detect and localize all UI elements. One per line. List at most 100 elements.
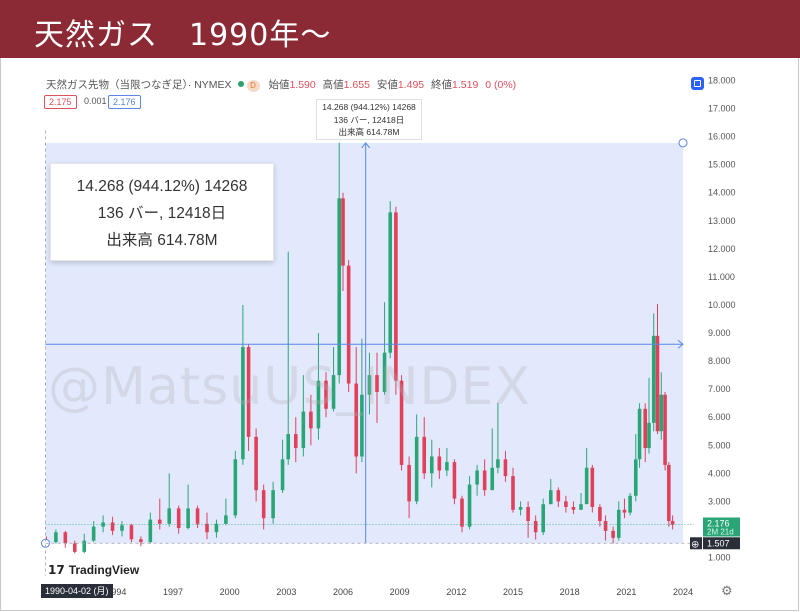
candle-body — [367, 375, 372, 395]
current-price-tag — [703, 517, 740, 537]
market-status-icon — [237, 81, 244, 87]
spread-value: 0.001 — [84, 96, 107, 106]
buy-price-box[interactable]: 2.176 — [108, 95, 141, 109]
y-tick-label: 11.000 — [708, 272, 735, 282]
sell-price-box[interactable]: 2.175 — [44, 95, 77, 109]
candle-body — [280, 459, 285, 491]
candle-body — [129, 525, 134, 540]
x-tick-label: 2003 — [276, 587, 296, 597]
candle-body — [475, 470, 479, 485]
measure-small-line3: 出来高 614.78M — [338, 127, 400, 137]
candle-body — [337, 198, 342, 376]
candle-body — [224, 515, 228, 524]
candle-body — [360, 394, 364, 457]
candle-body — [205, 523, 209, 533]
candle-body — [603, 521, 608, 531]
tradingview-logo[interactable]: 𝟭𝟳 TradingView — [48, 563, 139, 577]
measure-arrow-right-icon — [677, 339, 684, 349]
candle-body — [628, 495, 632, 513]
candle-body — [598, 506, 602, 522]
candle-body — [579, 504, 583, 510]
candle-body — [346, 265, 351, 384]
candle-body — [354, 383, 359, 457]
low-value: 1.495 — [397, 79, 425, 91]
candle-body — [286, 434, 291, 460]
x-tick-label: 2006 — [333, 587, 353, 597]
y-tick-label: 10.000 — [708, 300, 736, 310]
candle-body — [414, 436, 419, 502]
bar-countdown-label: 2M 21d — [707, 528, 734, 537]
candle-body — [316, 380, 321, 429]
y-tick-label: 16.000 — [708, 132, 736, 142]
y-tick-label: 5.000 — [708, 440, 731, 450]
x-tick-label: 2009 — [390, 587, 410, 597]
candle-body — [167, 508, 172, 524]
high-value: 1.655 — [343, 79, 370, 91]
measure-end-handle[interactable] — [678, 138, 688, 148]
candle-body — [663, 394, 667, 465]
y-tick-label: 17.000 — [708, 104, 736, 114]
candle-body — [490, 467, 495, 491]
chart-settings-button[interactable] — [691, 77, 704, 90]
x-tick-label: 1997 — [163, 587, 183, 597]
x-tick-label: 1994 — [106, 587, 126, 597]
y-tick-label: 14.000 — [708, 188, 736, 198]
candle-body — [195, 508, 200, 524]
candle-body — [341, 198, 345, 266]
candle-body — [437, 456, 442, 471]
open-value: 1.590 — [289, 79, 316, 91]
candle-body — [429, 456, 434, 474]
y-tick-label: 15.000 — [708, 160, 736, 170]
interval-badge: D — [246, 80, 260, 92]
candle-body — [110, 522, 115, 531]
candle-body — [526, 506, 530, 522]
candle-body — [301, 411, 306, 449]
candle-body — [564, 501, 568, 507]
tradingview-logo-icon: 𝟭𝟳 — [48, 563, 65, 577]
candle-body — [82, 540, 87, 552]
low-price-label: 1.507 — [707, 538, 730, 548]
candle-body — [309, 411, 313, 429]
page-title: 天然ガス 1990年〜 — [34, 18, 332, 53]
candle-body — [611, 530, 615, 538]
candle-body — [670, 521, 675, 525]
candle-body — [388, 212, 393, 353]
x-axis-labels: 1994 1997 2000 2003 2006 2009 2012 2015 2018 2021… — [106, 587, 693, 597]
low-label: 安値 — [376, 79, 398, 91]
candle-body — [139, 539, 143, 543]
close-value: 1.519 — [452, 79, 479, 91]
candle-body — [233, 459, 238, 516]
candle-body — [651, 335, 656, 423]
cursor-date-label: 1990-04-02 (月) — [41, 584, 113, 598]
symbol-name: 天然ガス先物（当限つなぎ足）· NYMEX — [46, 79, 232, 91]
candle-body — [622, 509, 627, 513]
candle-body — [655, 335, 660, 432]
x-tick-label: 2021 — [616, 587, 636, 597]
candle-body — [503, 459, 508, 477]
candle-body — [541, 504, 546, 533]
measure-small-line1: 14.268 (944.12%) 14268 — [322, 102, 416, 112]
candle-body — [241, 347, 245, 460]
candle-body — [452, 462, 457, 499]
candle-body — [590, 467, 595, 507]
x-tick-label: 2024 — [673, 587, 693, 597]
candle-body — [271, 490, 275, 519]
y-tick-label: 1.000 — [708, 553, 731, 563]
add-alert-button[interactable] — [690, 537, 702, 550]
y-tick-label: 4.000 — [708, 468, 731, 478]
measure-big-line3: 出来高 614.78M — [106, 232, 218, 249]
y-tick-label: 9.000 — [708, 328, 731, 338]
current-price-label: 2.176 — [707, 519, 730, 529]
y-tick-label: 7.000 — [708, 384, 731, 394]
candle-body — [643, 408, 648, 449]
candle-body — [548, 490, 553, 505]
candle-body — [261, 490, 266, 519]
gear-icon[interactable]: ⚙ — [721, 583, 733, 598]
measure-big-line2: 136 バー, 12418日 — [97, 205, 227, 222]
candle-body — [293, 434, 298, 449]
measure-small-line2: 136 バー, 12418日 — [333, 114, 405, 125]
y-tick-label: 18.000 — [708, 76, 736, 86]
candle-body — [246, 347, 251, 437]
candle-body — [637, 408, 642, 460]
candle-body — [375, 375, 379, 392]
